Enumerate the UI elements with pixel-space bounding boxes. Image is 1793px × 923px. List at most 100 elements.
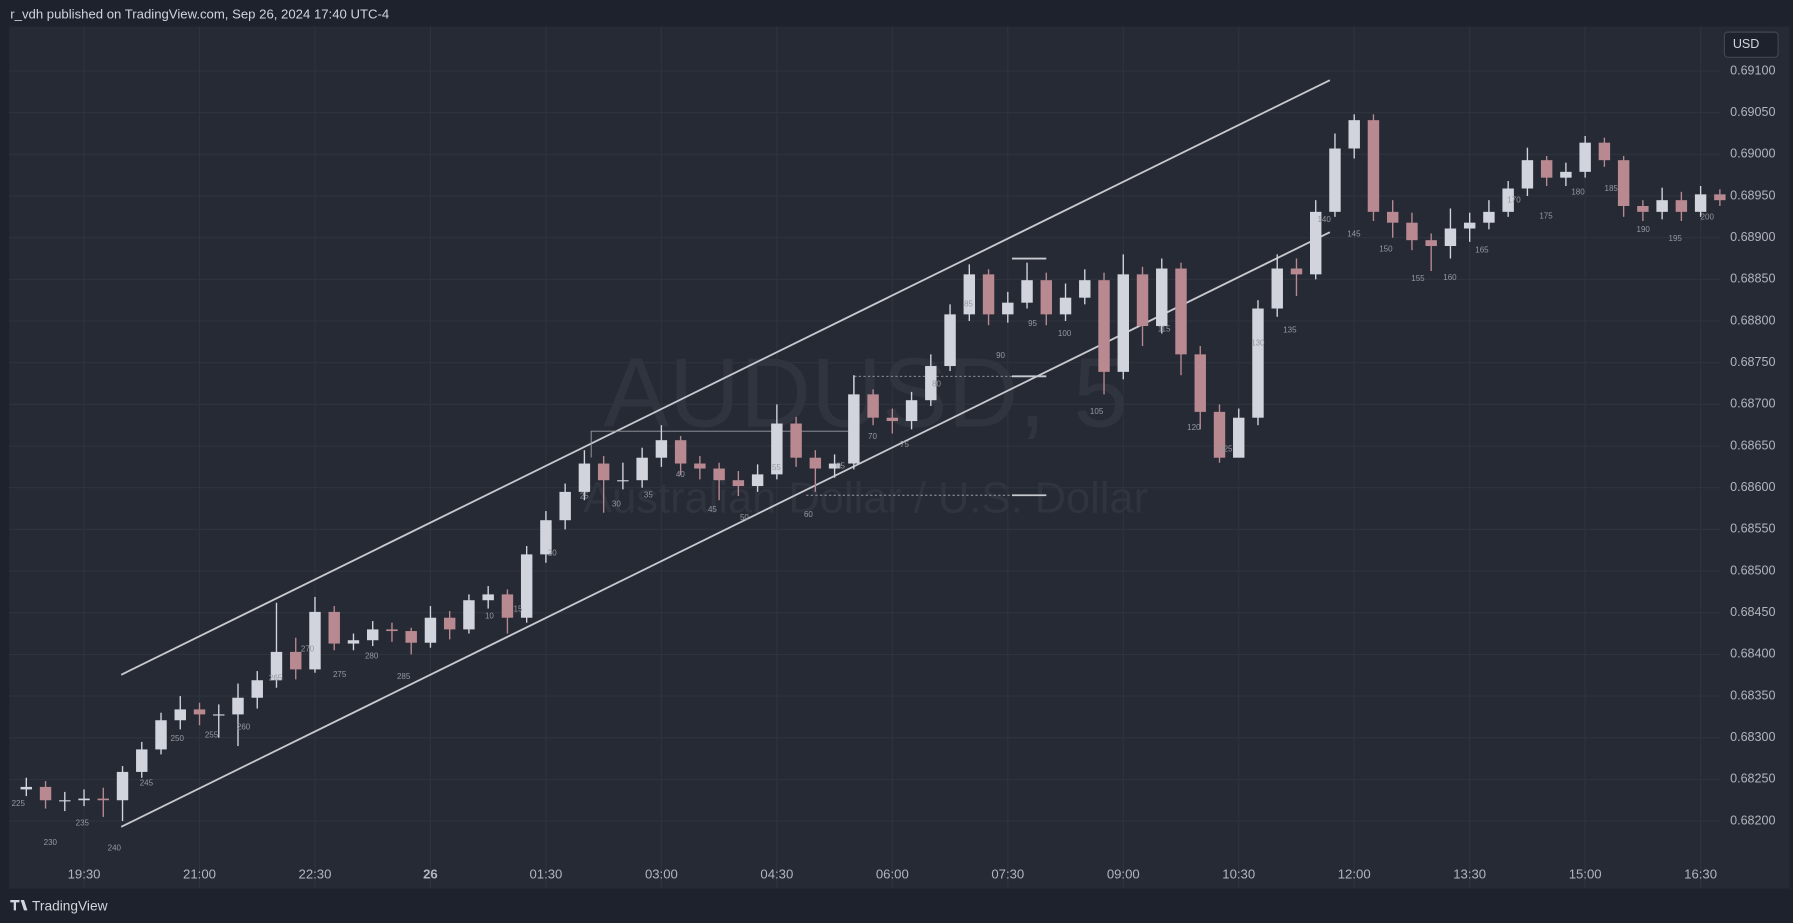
y-tick-label: 0.68900 [1730, 230, 1775, 244]
candle-body [1194, 354, 1206, 412]
x-tick-label: 01:30 [529, 866, 562, 881]
publisher-line: r_vdh published on TradingView.com, Sep … [10, 6, 389, 21]
candle-body [963, 274, 976, 315]
x-tick-label: 03:00 [645, 866, 678, 881]
candle-body [1675, 200, 1688, 212]
candle-body [597, 463, 610, 481]
candle-body [1521, 160, 1534, 189]
candle-body [155, 720, 167, 750]
y-tick-label: 0.68700 [1730, 397, 1775, 411]
wave-label: 255 [205, 730, 219, 739]
candle-body [617, 480, 629, 482]
y-tick-label: 0.68750 [1730, 355, 1775, 369]
candle-body [97, 798, 109, 801]
candle-body [482, 594, 494, 601]
wave-label: 260 [237, 722, 251, 731]
watermark-name: Australian Dollar / U.S. Dollar [583, 474, 1148, 522]
wave-label: 185 [1605, 184, 1619, 193]
wave-label: 175 [1539, 211, 1553, 220]
candle-body [1098, 280, 1110, 372]
currency-button[interactable] [1723, 31, 1779, 58]
wave-label: 90 [996, 351, 1005, 360]
wave-label: 195 [1669, 234, 1683, 243]
candle-body [1617, 160, 1630, 207]
candle-body [270, 651, 283, 681]
candle-body [1156, 268, 1168, 327]
candle-body [732, 480, 745, 487]
wave-label: 70 [868, 432, 877, 441]
wave-label: 190 [1637, 225, 1651, 234]
candle-body [463, 600, 475, 630]
candle-body [405, 631, 417, 643]
wave-label: 230 [44, 838, 58, 847]
y-tick-label: 0.69100 [1730, 63, 1775, 77]
candle-body [290, 651, 302, 670]
brand: TradingView [32, 899, 108, 914]
wave-label: 270 [301, 645, 315, 654]
x-tick-label: 12:00 [1338, 866, 1371, 881]
candle-body [232, 697, 244, 715]
candle-body [424, 617, 437, 643]
candle-body [1656, 200, 1668, 212]
y-tick-label: 0.68800 [1730, 313, 1775, 327]
wave-label: 45 [708, 505, 717, 514]
wave-label: 125 [1219, 445, 1233, 454]
candle-body [1309, 211, 1322, 275]
candle-body [1560, 171, 1572, 178]
candle-body [1694, 194, 1707, 212]
grid [9, 26, 1721, 889]
candle-body [328, 611, 340, 644]
candle-body [1290, 268, 1303, 275]
candle-body [501, 594, 514, 618]
x-tick-label: 26 [423, 866, 438, 881]
candle-body [213, 714, 225, 716]
wave-label: 75 [900, 440, 909, 449]
candle-body [443, 617, 456, 630]
candle-body [1233, 417, 1245, 458]
channel-upper [120, 79, 1331, 676]
y-tick-label: 0.69000 [1730, 147, 1775, 161]
candle-body [1579, 142, 1591, 172]
candle-body [1002, 302, 1014, 315]
wave-label: 135 [1283, 326, 1297, 335]
candle-body [674, 440, 687, 464]
candle-body [982, 274, 995, 315]
wave-label: 160 [1443, 273, 1457, 282]
brand-logo [10, 900, 28, 911]
candle-body [78, 798, 90, 801]
y-tick-label: 0.68600 [1730, 480, 1775, 494]
x-tick-label: 22:30 [299, 866, 332, 881]
wave-label: 165 [1475, 246, 1489, 255]
wave-label: 240 [108, 844, 122, 853]
wave-label: 105 [1090, 407, 1104, 416]
candle-body [1213, 411, 1226, 458]
candle-body [540, 520, 552, 555]
candle-body [867, 394, 879, 418]
y-tick-label: 0.68200 [1730, 813, 1775, 827]
wave-label: 15 [514, 605, 523, 614]
wave-label: 25 [580, 491, 589, 500]
candle-body [713, 468, 725, 481]
wave-label: 140 [1317, 215, 1331, 224]
x-tick-label: 19:30 [68, 866, 101, 881]
y-tick-label: 0.68850 [1730, 272, 1775, 286]
wave-label: 65 [836, 462, 845, 471]
candle-body [1117, 274, 1129, 372]
wave-label: 265 [269, 673, 283, 682]
y-tick-label: 0.68950 [1730, 188, 1775, 202]
candle-body [520, 554, 533, 618]
wave-label: 40 [676, 470, 685, 479]
wave-label: 285 [397, 672, 411, 681]
x-tick-label: 15:00 [1569, 866, 1602, 881]
wave-label: 250 [171, 734, 185, 743]
candle-body [1386, 211, 1399, 223]
y-tick-label: 0.68500 [1730, 563, 1775, 577]
axes: 0.68200 0.68250 0.68300 0.68350 0.68400 0.684… [68, 63, 1776, 881]
candle-body [174, 709, 186, 721]
wave-label: 170 [1507, 195, 1521, 204]
watermark-symbol: AUDUSD, 5 [603, 337, 1128, 447]
candle-body [1348, 120, 1360, 149]
candle-body [944, 314, 956, 367]
candle-body [578, 463, 591, 492]
